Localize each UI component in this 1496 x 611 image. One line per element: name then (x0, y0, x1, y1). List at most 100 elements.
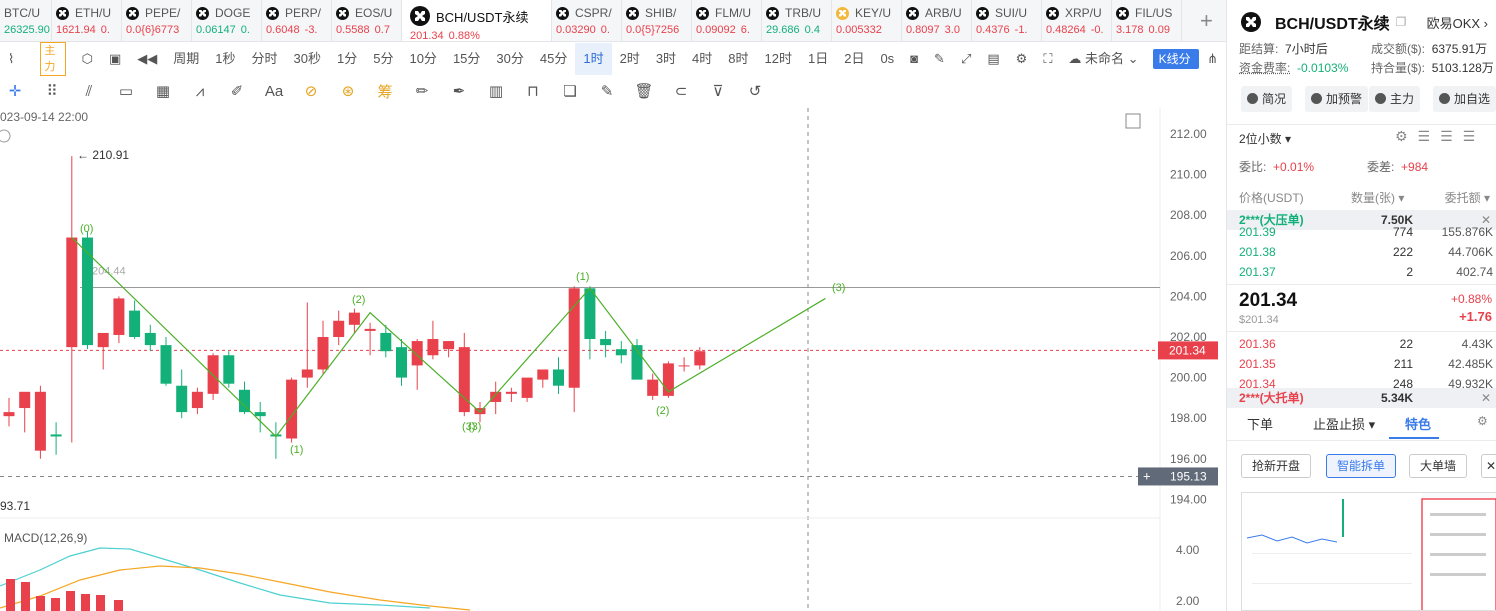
crosshair-icon[interactable]: ✛ (8, 83, 22, 100)
interval-7[interactable]: 30分 (496, 51, 524, 66)
orderbook-row[interactable]: 201.34 248 49.932K (1227, 374, 1496, 394)
interval-10[interactable]: 2时 (619, 51, 640, 66)
ticker-tab[interactable]: SHIB/0.0{5}7256 (622, 0, 692, 41)
period-dropdown[interactable]: 周期 (173, 51, 200, 66)
tab-tpsl[interactable]: 止盈止损 ▾ (1313, 417, 1376, 432)
big-order-wall-button[interactable]: 大单墙 (1409, 454, 1468, 478)
kline-analysis-button[interactable]: K线分析 (1152, 49, 1200, 86)
orderbook-row[interactable]: 201.36 22 4.43K (1227, 334, 1496, 354)
trendline-icon[interactable]: ⫽ (85, 82, 93, 100)
close-icon[interactable]: ✕ (1481, 454, 1496, 478)
big-bid-strip[interactable]: 2***(大托单) 5.34K ✕ (1227, 388, 1496, 408)
trash-icon[interactable]: 🗑 (634, 83, 654, 100)
zero-seconds[interactable]: 0s (880, 51, 895, 66)
ticker-tab[interactable]: KEY/U 0.005332 (832, 0, 902, 41)
exchange-name[interactable]: 欧易OKX › (1426, 16, 1488, 31)
brief-button[interactable]: 简况 (1241, 86, 1293, 112)
interval-1[interactable]: 分时 (251, 51, 278, 66)
alert-button[interactable]: 加预警 (1305, 86, 1369, 112)
rect-icon[interactable]: ▭ (118, 83, 134, 100)
indicator-icon[interactable]: ⬡ (81, 51, 93, 66)
ticker-tab[interactable]: CSPR/0.03290 0. (552, 0, 622, 41)
orderbook-row[interactable]: 201.39 774 155.876K (1227, 222, 1496, 242)
interval-15[interactable]: 1日 (807, 51, 829, 66)
ticker-tab[interactable]: TRB/U 29.686 0.4 (762, 0, 832, 41)
ticker-tab[interactable]: FIL/US 3.178 0.09 (1112, 0, 1182, 41)
collapse-icon[interactable] (0, 129, 11, 143)
share-icon[interactable]: ⋔ (1207, 51, 1218, 66)
close-icon[interactable]: ✕ (1480, 213, 1491, 227)
pen-icon[interactable]: ✏ (415, 83, 429, 100)
panel-settings-icon[interactable]: ⚙ (1477, 414, 1488, 428)
copy-icon[interactable]: ❐ (1395, 15, 1407, 29)
zhuli-button[interactable]: 主力 (1369, 86, 1421, 112)
ticker-tab[interactable]: ETH/U 1621.94 0. (52, 0, 122, 41)
pencil-icon[interactable]: ✒ (452, 83, 466, 100)
interval-16[interactable]: 2日 (844, 51, 865, 66)
new-listing-button[interactable]: 抢新开盘 (1241, 454, 1312, 478)
orderbook-row[interactable]: 201.38 222 44.706K (1227, 242, 1496, 262)
cloud-layout-dropdown[interactable]: ☁ 未命名 ⌄ (1068, 51, 1139, 66)
ticker-tab[interactable]: PERP/0.6048 -3. (262, 0, 332, 41)
magnet-icon[interactable]: ⊂ (674, 83, 688, 100)
interval-14[interactable]: 12时 (764, 51, 792, 66)
bars-icon[interactable]: ▥ (488, 83, 504, 100)
settings-icon[interactable]: ⚙ (1015, 51, 1028, 66)
watchlist-button[interactable]: 加自选 (1433, 86, 1496, 112)
filter-icon[interactable]: ⊽ (712, 83, 724, 100)
camera-icon[interactable]: ◙ (910, 51, 919, 66)
interval-4[interactable]: 5分 (373, 51, 394, 66)
big-ask-strip[interactable]: 2***(大压单) 7.50K ✕ (1227, 210, 1496, 230)
edit-icon[interactable]: ✎ (600, 83, 614, 100)
ticker-tab[interactable]: BCH/USDT永续 201.34 0.88% (402, 0, 552, 41)
ticker-tab[interactable]: XRP/U 0.48264 -0. (1042, 0, 1112, 41)
precision-dropdown[interactable]: 2位小数 ▾ (1239, 132, 1292, 146)
fullscreen-icon[interactable]: ⛶ (1043, 51, 1053, 66)
ticker-tab[interactable]: DOGE 0.06147 0. (192, 0, 262, 41)
tab-features[interactable]: 特色 (1405, 417, 1432, 432)
fib-icon[interactable]: ⊘ (304, 83, 318, 100)
ticker-tab[interactable]: EOS/U 0.5588 0.7 (332, 0, 402, 41)
lock-icon[interactable]: ⊓ (527, 83, 539, 100)
copy-icon[interactable]: ❏ (563, 83, 577, 100)
chart-type-icon[interactable]: ⌇ (8, 51, 15, 66)
tab-order[interactable]: 下单 (1247, 417, 1274, 432)
ruler-icon[interactable]: ⠿ (46, 83, 58, 100)
chip-icon[interactable]: 筹 (377, 83, 393, 101)
orderbook-row[interactable]: 201.37 2 402.74 (1227, 262, 1496, 282)
undo-icon[interactable]: ↺ (748, 83, 762, 100)
interval-12[interactable]: 4时 (692, 51, 713, 66)
interval-6[interactable]: 15分 (452, 51, 481, 66)
add-tab-icon[interactable]: + (1200, 8, 1213, 33)
brush-icon[interactable]: ✐ (230, 83, 244, 100)
interval-9[interactable]: 1时 (575, 43, 612, 75)
price-chart[interactable]: 212.00 210.00 208.00 206.00 204.00 202.00 200.… (0, 108, 1226, 611)
book-view-icons[interactable]: ⚙☰☰☰ (1395, 128, 1486, 144)
gann-icon[interactable]: ⊛ (341, 83, 355, 100)
text-icon[interactable]: Aa (264, 82, 284, 100)
draw-icon[interactable]: ✎ (934, 51, 945, 66)
ticker-tab[interactable]: PEPE/0.0{6}6773 (122, 0, 192, 41)
orderbook-row[interactable]: 201.35 211 42.485K (1227, 354, 1496, 374)
layout-icon[interactable]: ▤ (987, 51, 1000, 66)
interval-2[interactable]: 30秒 (293, 51, 321, 66)
ticker-tab[interactable]: SUI/U 0.4376 -1. (972, 0, 1042, 41)
zhuli-badge[interactable]: 主力 (40, 42, 66, 76)
interval-8[interactable]: 45分 (539, 51, 568, 66)
interval-3[interactable]: 1分 (337, 51, 358, 66)
calendar-icon[interactable]: ▣ (108, 51, 122, 66)
col-qty[interactable]: 数量(张) ▾ (1351, 191, 1405, 205)
expand-icon[interactable]: ⤢ (960, 51, 972, 66)
interval-5[interactable]: 10分 (409, 51, 437, 66)
interval-11[interactable]: 3时 (655, 51, 677, 66)
col-total[interactable]: 委托额 ▾ (1444, 191, 1490, 205)
ticker-tab[interactable]: BTC/U 26325.90 (0, 0, 52, 41)
expand-chart-icon[interactable] (1125, 113, 1141, 129)
smart-split-button[interactable]: 智能拆单 (1326, 454, 1397, 478)
wave-icon[interactable]: ⩘ (195, 82, 205, 100)
ticker-tab[interactable]: FLM/U 0.09092 6. (692, 0, 762, 41)
interval-0[interactable]: 1秒 (215, 51, 236, 66)
interval-13[interactable]: 8时 (728, 51, 749, 66)
ticker-tab[interactable]: ARB/U 0.8097 3.0 (902, 0, 972, 41)
close-icon[interactable]: ✕ (1480, 391, 1491, 405)
